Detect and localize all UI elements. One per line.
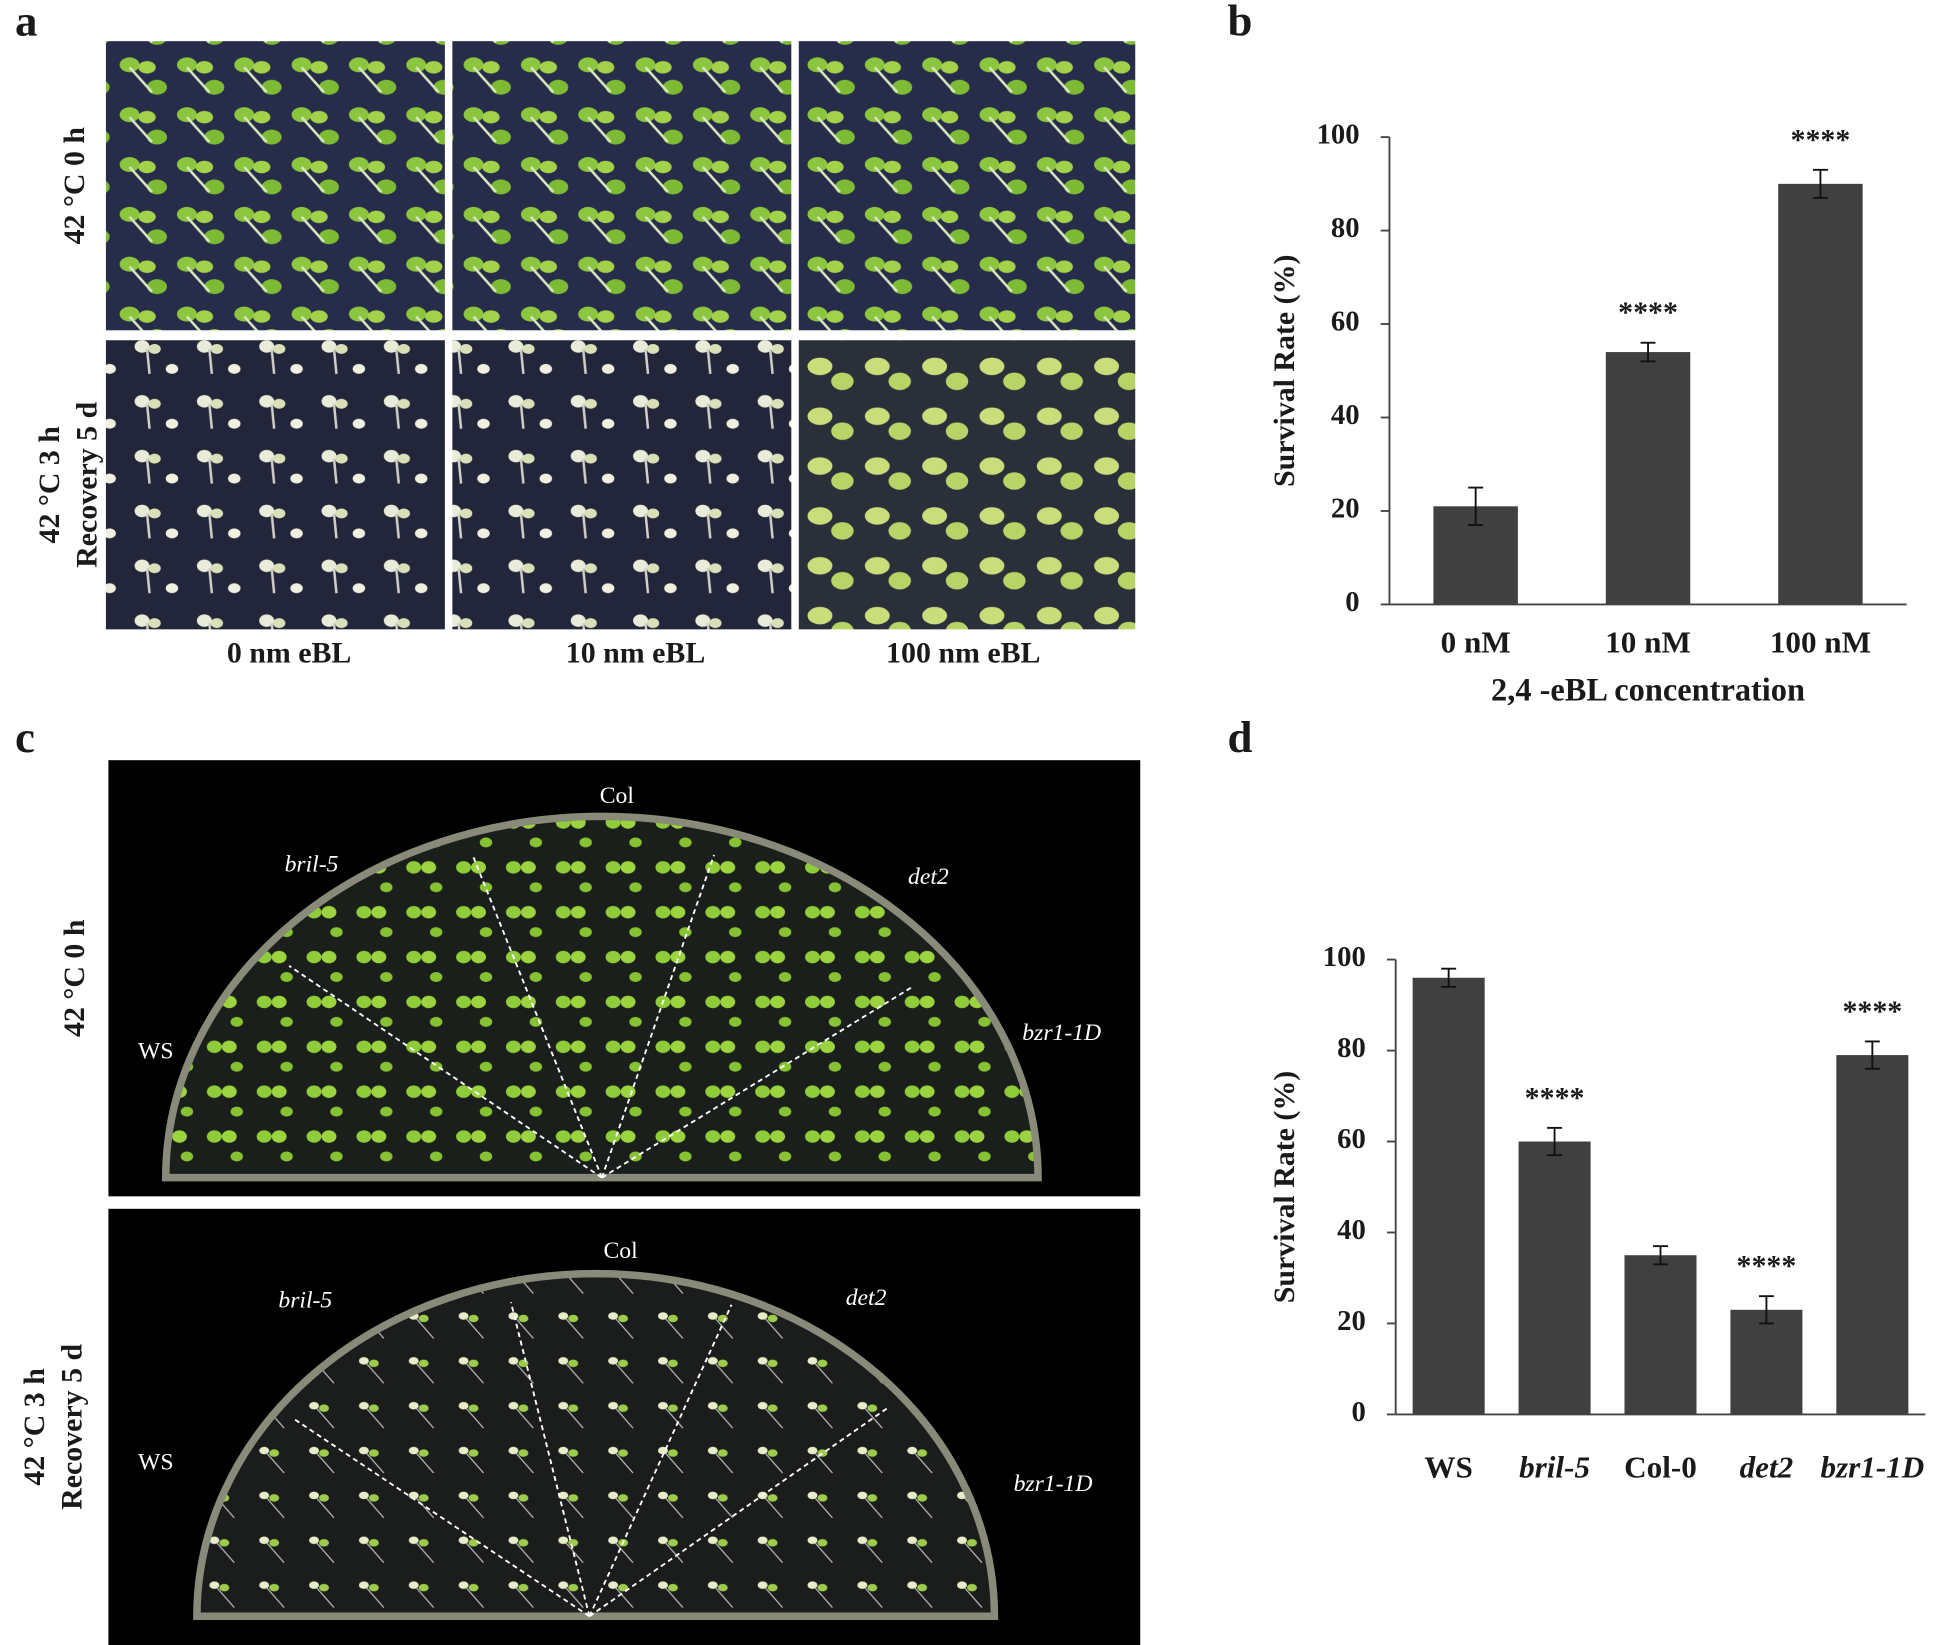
x-tick-label: 0 nM — [1441, 625, 1511, 660]
plate-dividers — [292, 1302, 888, 1618]
genotype-label: bril-5 — [278, 1288, 332, 1314]
row-label: 42 °C 3 h — [33, 426, 66, 544]
y-tick-label: 20 — [1331, 493, 1360, 525]
row-label: 42 °C 0 h — [58, 919, 91, 1037]
photo — [798, 340, 1136, 630]
row-label: 42 °C 3 h — [18, 1368, 51, 1486]
photo — [105, 340, 445, 630]
genotype-label: Col — [603, 1238, 638, 1264]
error-bar — [1864, 1040, 1880, 1070]
photo — [452, 340, 792, 630]
y-tick-label: 60 — [1337, 1123, 1366, 1155]
genotype-label: det2 — [846, 1285, 887, 1311]
bar — [1605, 352, 1691, 605]
error-bar — [1640, 341, 1656, 363]
column-label: 0 nm eBL — [227, 636, 352, 669]
significance: **** — [1737, 1250, 1797, 1283]
panel-label: a — [15, 0, 37, 45]
error-bar — [1812, 168, 1828, 199]
significance: **** — [1618, 296, 1678, 329]
y-tick-label: 80 — [1331, 212, 1360, 244]
error-bar — [1758, 1295, 1774, 1325]
genotype-label: det2 — [908, 864, 949, 890]
bar — [1836, 1055, 1909, 1415]
row-label: Recovery 5 d — [71, 401, 104, 567]
y-tick-label: 20 — [1337, 1305, 1366, 1337]
genotype-label: WS — [138, 1450, 173, 1476]
photo — [798, 41, 1136, 331]
x-tick-label: WS — [1424, 1450, 1472, 1485]
y-tick-label: 40 — [1337, 1214, 1366, 1246]
bar — [1412, 977, 1485, 1415]
y-tick-label: 60 — [1331, 306, 1360, 338]
column-label: 10 nm eBL — [566, 636, 706, 669]
y-tick-label: 100 — [1323, 941, 1366, 973]
error-bar — [1547, 1126, 1563, 1157]
y-tick-label: 80 — [1337, 1032, 1366, 1064]
y-tick-label: 40 — [1331, 399, 1360, 431]
column-label: 100 nm eBL — [886, 636, 1040, 669]
y-axis-title: Survival Rate (%) — [1268, 1071, 1301, 1303]
bar — [1624, 1255, 1697, 1415]
y-tick-label: 100 — [1317, 119, 1360, 151]
x-tick-label: bril-5 — [1519, 1450, 1590, 1485]
genotype-label: bzr1-1D — [1014, 1471, 1093, 1497]
plate-dividers — [288, 854, 913, 1179]
plate — [193, 1269, 999, 1621]
error-bar — [1468, 486, 1484, 526]
x-tick-label: bzr1-1D — [1820, 1450, 1924, 1485]
x-tick-label: 10 nM — [1605, 625, 1691, 660]
bar — [1778, 183, 1863, 605]
y-tick-label: 0 — [1351, 1396, 1365, 1428]
panel-label: b — [1227, 0, 1252, 45]
panel-label: d — [1227, 712, 1252, 762]
x-tick-label: 100 nM — [1770, 625, 1871, 660]
genotype-label: Col — [600, 783, 635, 809]
panel-label: c — [15, 712, 35, 762]
genotype-label: WS — [138, 1038, 173, 1064]
plate — [161, 812, 1042, 1182]
photo — [452, 41, 792, 331]
genotype-label: bzr1-1D — [1022, 1020, 1101, 1046]
error-bar — [1441, 967, 1457, 988]
genotype-label: bril-5 — [285, 852, 339, 878]
significance: **** — [1842, 995, 1902, 1028]
significance: **** — [1791, 123, 1851, 156]
bar — [1730, 1309, 1803, 1415]
photo — [105, 41, 445, 331]
row-label: 42 °C 0 h — [58, 127, 91, 245]
y-axis-title: Survival Rate (%) — [1268, 255, 1301, 487]
x-axis-title: 2,4 -eBL concentration — [1491, 672, 1805, 708]
error-bar — [1653, 1245, 1668, 1266]
significance: **** — [1525, 1081, 1585, 1114]
bar — [1518, 1141, 1591, 1415]
x-tick-label: det2 — [1740, 1450, 1794, 1485]
x-tick-label: Col-0 — [1624, 1450, 1697, 1485]
y-tick-label: 0 — [1345, 586, 1359, 618]
row-label: Recovery 5 d — [56, 1344, 89, 1510]
